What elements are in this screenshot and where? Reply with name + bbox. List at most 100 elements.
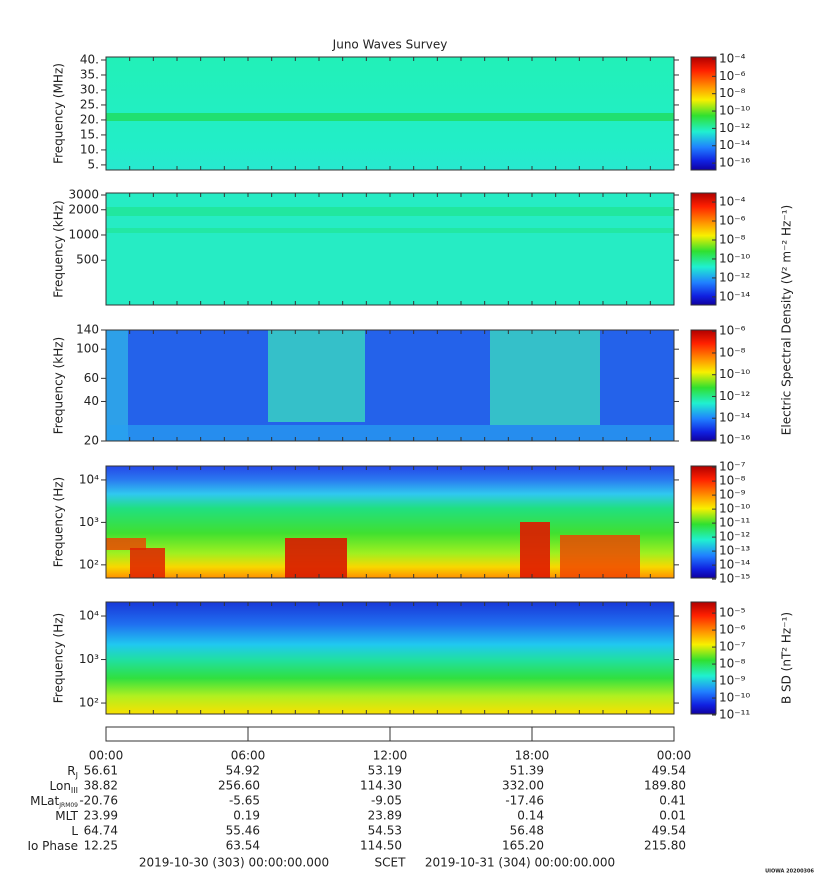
colorbar-tick-label: 10⁻¹⁰ bbox=[719, 367, 750, 381]
y-tick-label: 3000 bbox=[68, 188, 99, 202]
ephemeris-value: -20.76 bbox=[79, 794, 118, 808]
y-tick-label: 10⁴ bbox=[79, 472, 99, 486]
ephemeris-value: 56.61 bbox=[84, 764, 118, 778]
y-axis-label: Frequency (kHz) bbox=[52, 200, 66, 297]
ephemeris-value: 114.50 bbox=[360, 839, 402, 853]
colorbar-tick-label: 10⁻⁷ bbox=[719, 640, 746, 654]
x-tick-label: 06:00 bbox=[231, 749, 266, 763]
y-tick-label: 20 bbox=[84, 434, 99, 448]
ephemeris-label: MLT bbox=[55, 809, 78, 823]
ephemeris-value: 63.54 bbox=[226, 839, 260, 853]
y-tick-label: 35. bbox=[80, 67, 99, 81]
colorbar-tick-label: 10⁻⁶ bbox=[719, 324, 746, 338]
ephemeris-value: 0.19 bbox=[233, 809, 260, 823]
spectrogram-patch bbox=[130, 548, 165, 578]
colorbar-tick-label: 10⁻¹⁰ bbox=[719, 251, 750, 265]
chart-title: Juno Waves Survey bbox=[332, 38, 448, 52]
spectrogram-patch bbox=[560, 535, 640, 578]
ephemeris-value: 0.14 bbox=[517, 809, 544, 823]
ephemeris-value: 53.19 bbox=[368, 764, 402, 778]
colorbar-tick-label: 10⁻⁴ bbox=[719, 51, 746, 65]
y-axis-label: Frequency (Hz) bbox=[52, 613, 66, 704]
ephemeris-value: 55.46 bbox=[226, 824, 260, 838]
y-tick-label: 10² bbox=[79, 696, 99, 710]
colorbar-tick-label: 10⁻⁸ bbox=[719, 657, 746, 671]
y-tick-label: 10³ bbox=[79, 515, 99, 529]
y-tick-label: 100 bbox=[76, 342, 99, 356]
y-tick-label: 60 bbox=[84, 371, 99, 385]
colorbar-tick-label: 10⁻¹² bbox=[719, 530, 750, 544]
ephemeris-label: Io Phase bbox=[27, 839, 78, 853]
colorbar-tick-label: 10⁻⁴ bbox=[719, 195, 746, 209]
colorbar-tick-label: 10⁻¹⁴ bbox=[719, 558, 750, 572]
ephemeris-label: MLatJRM09 bbox=[30, 794, 78, 809]
ephemeris-value: 332.00 bbox=[502, 779, 544, 793]
footer-start: 2019-10-30 (303) 00:00:00.000 bbox=[139, 856, 329, 870]
colorbar-tick-label: 10⁻¹⁶ bbox=[719, 432, 750, 446]
colorbar-tick-label: 10⁻¹⁰ bbox=[719, 691, 750, 705]
colorbar-tick-label: 10⁻¹⁶ bbox=[719, 156, 750, 170]
colorbar-tick-label: 10⁻⁷ bbox=[719, 460, 746, 474]
ephemeris-value: 215.80 bbox=[644, 839, 686, 853]
colorbar-tick-label: 10⁻⁶ bbox=[719, 69, 746, 83]
colorbar-tick-label: 10⁻¹² bbox=[719, 121, 750, 135]
colorbar-tick-label: 10⁻¹³ bbox=[719, 544, 750, 558]
y-tick-label: 500 bbox=[76, 253, 99, 267]
y-axis-label: Frequency (MHz) bbox=[52, 63, 66, 164]
ephemeris-value: 0.01 bbox=[659, 809, 686, 823]
ephemeris-value: 0.41 bbox=[659, 794, 686, 808]
spectrogram-band bbox=[106, 207, 674, 216]
colorbar bbox=[690, 601, 717, 715]
ephemeris-value: 49.54 bbox=[652, 824, 686, 838]
y-tick-label: 25. bbox=[80, 97, 99, 111]
spectrogram-band bbox=[106, 113, 674, 121]
y-tick-label: 140 bbox=[76, 323, 99, 337]
colorbar-tick-label: 10⁻⁹ bbox=[719, 488, 746, 502]
ephemeris-label-main: L bbox=[71, 824, 78, 838]
ephemeris-value: 114.30 bbox=[360, 779, 402, 793]
ephemeris-label-main: MLT bbox=[55, 809, 78, 823]
colorbar bbox=[690, 465, 717, 579]
y-tick-label: 40. bbox=[80, 52, 99, 66]
colorbar-tick-label: 10⁻¹⁰ bbox=[719, 104, 750, 118]
y-tick-label: 20. bbox=[80, 112, 99, 126]
ephemeris-label-main: Io Phase bbox=[27, 839, 78, 853]
ephemeris-label-main: Lon bbox=[50, 779, 71, 793]
y-tick-label: 5. bbox=[88, 157, 99, 171]
x-tick-label: 12:00 bbox=[373, 749, 408, 763]
ephemeris-value: 189.80 bbox=[644, 779, 686, 793]
colorbar-tick-label: 10⁻¹⁴ bbox=[719, 289, 750, 303]
y-tick-label: 1000 bbox=[68, 227, 99, 241]
ephemeris-value: 23.89 bbox=[368, 809, 402, 823]
ephemeris-value: 38.82 bbox=[84, 779, 118, 793]
spectrogram-patch bbox=[520, 522, 550, 578]
ephemeris-label-sub: III bbox=[71, 786, 78, 795]
ephemeris-label: L bbox=[71, 824, 78, 838]
spectrogram-patch bbox=[285, 538, 347, 578]
colorbar-label: Electric Spectral Density (V² m⁻² Hz⁻¹) bbox=[780, 205, 794, 435]
colorbar-tick-label: 10⁻¹⁴ bbox=[719, 411, 750, 425]
ephemeris-label-main: MLat bbox=[30, 794, 59, 808]
ephemeris-value: -9.05 bbox=[371, 794, 402, 808]
ephemeris-value: 256.60 bbox=[218, 779, 260, 793]
colorbar-tick-label: 10⁻¹¹ bbox=[719, 516, 750, 530]
y-tick-label: 10³ bbox=[79, 652, 99, 666]
y-tick-label: 10. bbox=[80, 142, 99, 156]
colorbar-tick-label: 10⁻¹⁰ bbox=[719, 502, 750, 516]
ephemeris-value: -5.65 bbox=[229, 794, 260, 808]
ephemeris-label-main: R bbox=[67, 764, 75, 778]
colorbar-tick-label: 10⁻¹² bbox=[719, 389, 750, 403]
y-tick-label: 15. bbox=[80, 127, 99, 141]
x-tick-label: 00:00 bbox=[89, 749, 124, 763]
ephemeris-value: 49.54 bbox=[652, 764, 686, 778]
ephemeris-value: -17.46 bbox=[505, 794, 544, 808]
colorbar-tick-label: 10⁻⁶ bbox=[719, 623, 746, 637]
ephemeris-value: 165.20 bbox=[502, 839, 544, 853]
ephemeris-value: 54.53 bbox=[368, 824, 402, 838]
ephemeris-label: RJ bbox=[67, 764, 78, 780]
ephemeris-value: 23.99 bbox=[84, 809, 118, 823]
y-axis-label: Frequency (Hz) bbox=[52, 477, 66, 568]
y-tick-label: 40 bbox=[84, 394, 99, 408]
ephemeris-value: 64.74 bbox=[84, 824, 118, 838]
colorbar bbox=[690, 329, 717, 442]
